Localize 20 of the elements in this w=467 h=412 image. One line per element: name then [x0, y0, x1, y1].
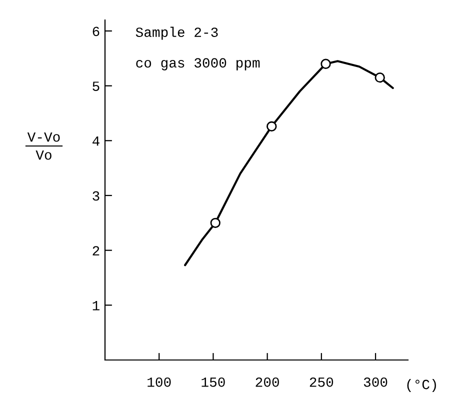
y-tick-label: 5: [92, 82, 100, 91]
y-tick-label: 1: [92, 301, 100, 310]
x-tick-label: 200: [256, 377, 279, 387]
annotation: co gas 3000 ppm: [136, 58, 260, 70]
line-series: [184, 60, 394, 266]
point: [320, 58, 331, 69]
point: [210, 218, 220, 228]
point: [266, 121, 277, 132]
y-tick-label: 2: [92, 246, 100, 256]
y-tick-label: 4: [92, 136, 100, 146]
annotation: Sample 2-3: [136, 26, 218, 40]
y-tick-label: 6: [92, 26, 100, 36]
x-tick-label: 100: [148, 377, 171, 387]
x-tick-label: 300: [364, 377, 388, 387]
x-tick-label: 250: [310, 377, 334, 387]
point: [374, 72, 385, 83]
y-axis-title: V-Vo Vo: [27, 132, 60, 160]
x-tick-label: 150: [202, 377, 225, 387]
y-tick-label: 3: [92, 191, 100, 201]
x-axis-title: (°C): [407, 379, 436, 392]
